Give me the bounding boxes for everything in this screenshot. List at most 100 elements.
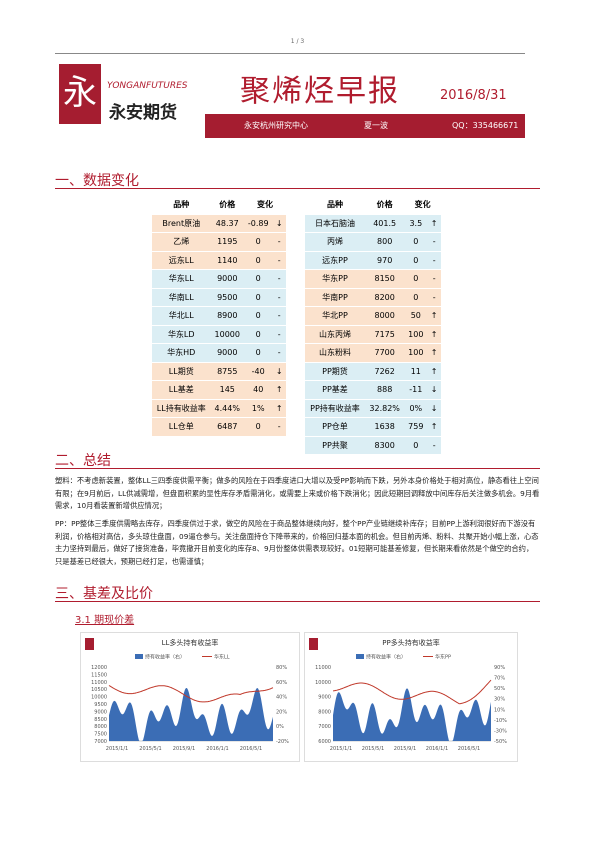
table-cell: 远东PP: [305, 251, 365, 270]
table-cell: 100: [404, 343, 428, 363]
table-cell: -: [272, 417, 286, 437]
axis-label: 30%: [494, 697, 505, 703]
author: 夏一波: [364, 121, 388, 130]
legend-label: 华东LL: [214, 654, 230, 661]
table-cell: 8900: [210, 306, 244, 326]
axis-label: 2016/5/1: [458, 746, 480, 752]
table-row: LL仓单 6487 0-: [152, 417, 286, 437]
table-cell: 4.44%: [210, 399, 244, 418]
column-header: 品种: [152, 196, 211, 215]
table-cell: 0: [404, 232, 428, 252]
axis-label: 11500: [91, 672, 107, 678]
column-header: 品种: [305, 196, 365, 215]
table-cell: 7175: [364, 325, 405, 344]
logo-mark: [85, 638, 94, 650]
table-cell: 8150: [364, 269, 405, 289]
axis-label: 12000: [91, 665, 107, 671]
axis-label: 60%: [276, 680, 287, 686]
table-row: LL期货 8755 -40 ↓: [152, 362, 286, 381]
section-line: [55, 468, 540, 469]
table-cell: ↓: [427, 380, 441, 400]
axis-label: 2015/9/1: [394, 746, 416, 752]
axis-label: 0%: [276, 724, 284, 730]
axis-label: 8500: [94, 717, 107, 723]
header-bar: [205, 114, 525, 138]
area-image: [333, 688, 491, 741]
table-cell: 9000: [210, 269, 244, 289]
org: 永安杭州研究中心: [244, 121, 308, 130]
logo-mark: [309, 638, 318, 650]
table-row: 华东HD 9000 0-: [152, 343, 286, 363]
report-date: 2016/8/31: [440, 88, 507, 103]
axis-label: 10000: [315, 680, 331, 686]
table-cell: 7262: [364, 362, 405, 381]
table-cell: ↓: [427, 399, 441, 418]
table-cell: 48.37: [210, 214, 244, 233]
table-cell: 401.5: [364, 214, 405, 233]
legend-label: 持有收益率（右）: [366, 654, 406, 661]
table-cell: LL期货: [152, 362, 211, 381]
table-cell: 800: [364, 232, 405, 252]
table-cell: Brent原油: [152, 214, 211, 233]
table-row: 日本石脑油 401.5 3.5 ↑: [305, 214, 441, 233]
axis-label: 20%: [276, 709, 287, 715]
table-row: 山东粉料 7700 100 ↑: [305, 343, 441, 363]
table-cell: 0: [244, 306, 273, 326]
table-cell: PP共聚: [305, 436, 365, 455]
table-cell: ↑: [427, 214, 441, 233]
table-cell: 0: [244, 325, 273, 344]
table-row: PP持有收益率 32.82% 0% ↓: [305, 399, 441, 418]
header-row: 品种 价格 变化: [305, 196, 441, 215]
table-cell: 丙烯: [305, 232, 365, 252]
legend-swatch: [135, 654, 143, 659]
table-cell: 8755: [210, 362, 244, 381]
logo: 永 YONGANFUTURES 永安期货: [59, 64, 188, 124]
logo-cn: 永安期货: [108, 102, 177, 123]
logo-en: YONGANFUTURES: [107, 81, 188, 91]
table-cell: -: [272, 232, 286, 252]
table-cell: 11: [404, 362, 428, 381]
table-cell: ↑: [272, 399, 286, 418]
axis-label: 9000: [94, 709, 107, 715]
subheading: 3.1 期现价差: [75, 615, 135, 626]
table-cell: 日本石脑油: [305, 214, 365, 233]
table-cell: 华北PP: [305, 306, 365, 326]
axis-label: 11000: [315, 665, 331, 671]
line-image: [332, 679, 492, 705]
table-cell: -11: [404, 380, 428, 400]
column-header: 价格: [210, 196, 244, 215]
axis-label: -10%: [494, 718, 507, 724]
table-cell: 9000: [210, 343, 244, 363]
axis-label: 7000: [94, 739, 107, 745]
axis-label: 10000: [91, 695, 107, 701]
table-cell: -: [427, 269, 441, 289]
table-row: 山东丙烯 7175 100 ↑: [305, 325, 441, 344]
axis-label: -50%: [494, 739, 507, 745]
header-line: [55, 53, 525, 54]
table-cell: ↑: [427, 362, 441, 381]
paragraph: PP：PP整体三季度供需略去库存，四季度供过于求，做空的风险在于商品整体继续向好…: [55, 519, 539, 566]
table-cell: 0: [404, 288, 428, 307]
table-cell: 山东丙烯: [305, 325, 365, 344]
area-image: [109, 688, 273, 741]
right-table: 品种 价格 变化 日本石脑油 401.5 3.5 ↑ 丙烯 800 0- 远东PP 970 0- 华东PP…: [305, 196, 441, 455]
table-cell: 9500: [210, 288, 244, 307]
axis-label: 2016/5/1: [240, 746, 262, 752]
table-cell: LL仓单: [152, 417, 211, 437]
table-cell: -: [272, 269, 286, 289]
axis-label: 80%: [276, 665, 287, 671]
table-cell: -: [427, 436, 441, 455]
table-cell: 华东LD: [152, 325, 211, 344]
table-cell: -: [427, 251, 441, 270]
table-cell: 山东粉料: [305, 343, 365, 363]
table-row: 乙烯 1195 0-: [152, 232, 286, 252]
table-cell: 8300: [364, 436, 405, 455]
table-cell: LL持有收益率: [152, 399, 211, 418]
table-row: 远东LL 1140 0-: [152, 251, 286, 270]
table-cell: 10000: [210, 325, 244, 344]
legend-swatch: [356, 654, 364, 659]
axis-label: 90%: [494, 665, 505, 671]
table-cell: -0.89: [244, 214, 273, 233]
